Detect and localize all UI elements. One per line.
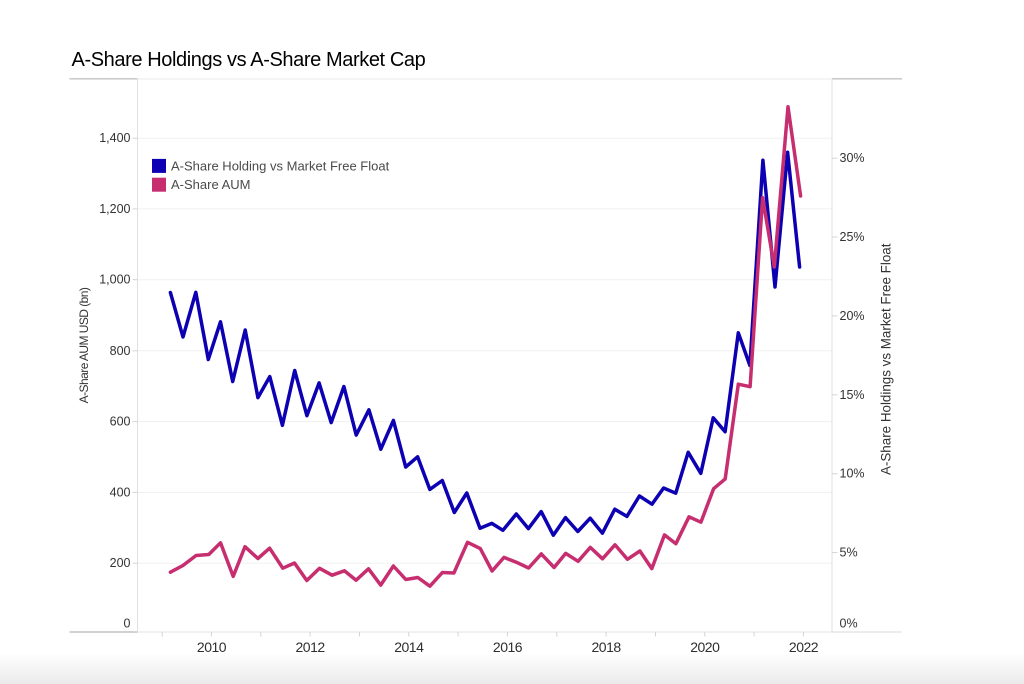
svg-text:2014: 2014: [394, 639, 424, 655]
svg-text:2018: 2018: [592, 639, 622, 655]
svg-text:A-Share Holdings vs Market Fre: A-Share Holdings vs Market Free Float: [879, 243, 894, 475]
svg-text:A-Share AUM USD (bn): A-Share AUM USD (bn): [77, 287, 91, 403]
svg-text:800: 800: [110, 344, 131, 358]
svg-text:1,200: 1,200: [99, 202, 130, 216]
svg-text:A-Share Holding vs Market Free: A-Share Holding vs Market Free Float: [171, 158, 390, 173]
svg-text:2010: 2010: [197, 639, 227, 655]
svg-text:15%: 15%: [840, 388, 865, 402]
svg-text:1,000: 1,000: [99, 273, 130, 287]
svg-text:5%: 5%: [840, 546, 858, 560]
svg-text:0%: 0%: [840, 617, 858, 631]
svg-text:200: 200: [110, 556, 131, 570]
svg-text:A-Share Holdings vs A-Share Ma: A-Share Holdings vs A-Share Market Cap: [72, 49, 426, 71]
svg-text:2022: 2022: [789, 639, 819, 655]
svg-text:2020: 2020: [690, 639, 720, 655]
svg-text:2012: 2012: [296, 639, 326, 655]
svg-text:25%: 25%: [840, 230, 865, 244]
svg-text:A-Share AUM: A-Share AUM: [171, 177, 250, 192]
svg-text:0: 0: [124, 617, 131, 631]
svg-text:20%: 20%: [840, 309, 865, 323]
svg-text:10%: 10%: [840, 467, 865, 481]
svg-text:600: 600: [110, 415, 131, 429]
svg-text:1,400: 1,400: [99, 131, 130, 145]
svg-text:400: 400: [110, 485, 131, 499]
svg-text:2016: 2016: [493, 639, 523, 655]
svg-text:30%: 30%: [840, 151, 865, 165]
